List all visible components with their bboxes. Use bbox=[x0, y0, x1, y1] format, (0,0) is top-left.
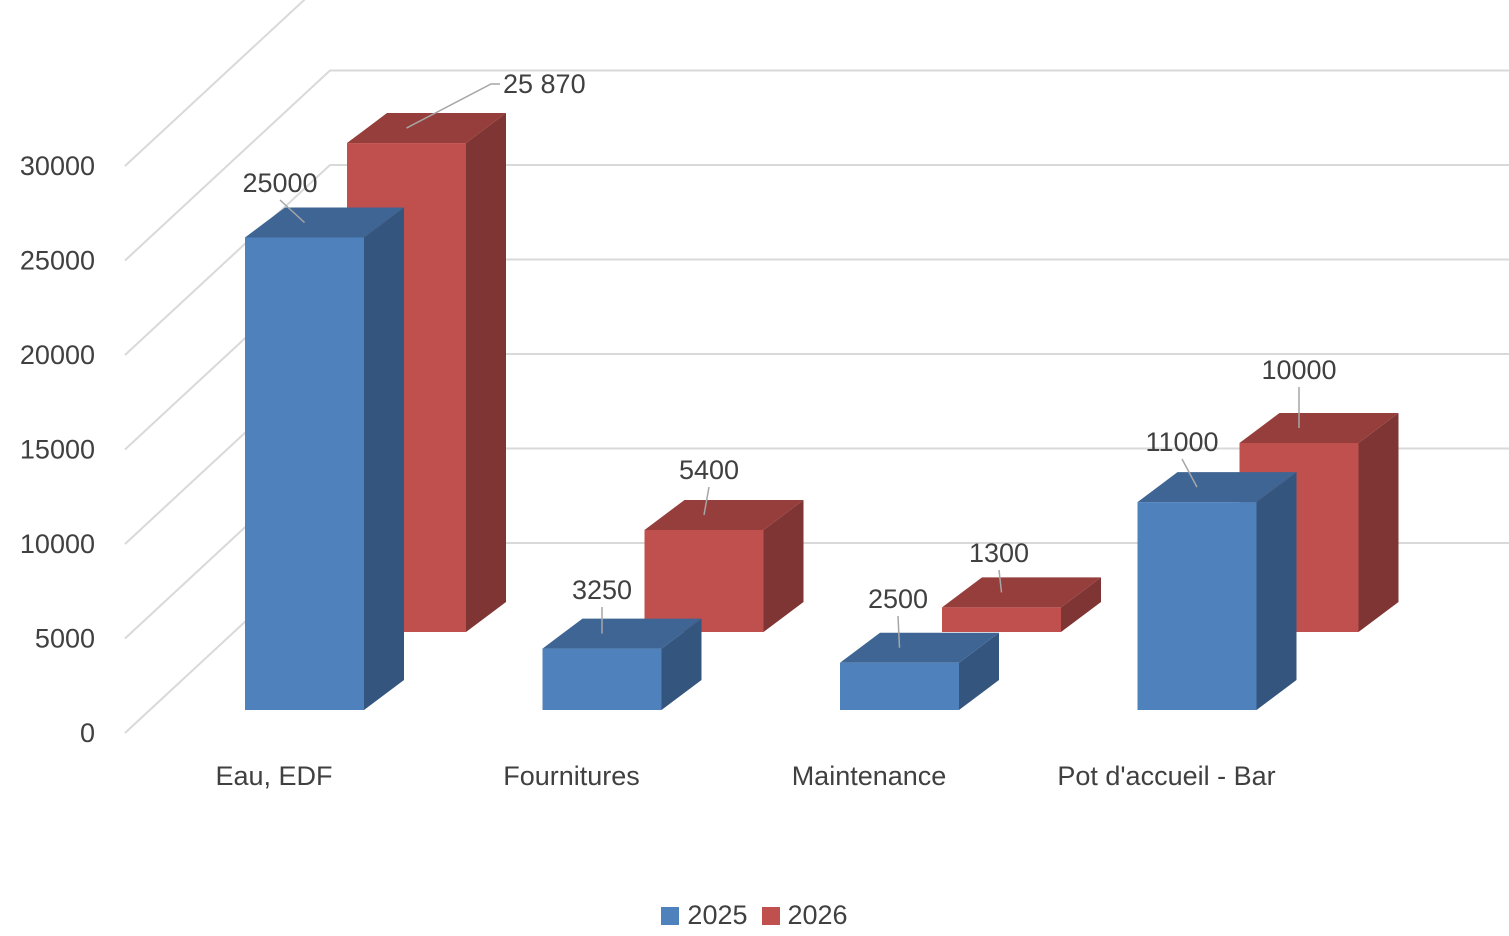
bar-2025-top bbox=[840, 632, 999, 663]
data-label-2026: 25 870 bbox=[503, 69, 586, 99]
y-tick-label: 20000 bbox=[20, 340, 95, 370]
bar-2025 bbox=[1137, 472, 1297, 710]
bar-2025 bbox=[840, 632, 999, 710]
gridline bbox=[124, 164, 1509, 356]
y-tick-label: 5000 bbox=[35, 624, 95, 654]
bar-2025-top bbox=[245, 207, 404, 238]
data-labels: 25000 25 870 3250 5400 2500 1300 11000 10000 bbox=[242, 69, 1337, 648]
bar-2025-front bbox=[840, 662, 959, 710]
y-tick-label: 30000 bbox=[20, 151, 95, 181]
bar-2025 bbox=[542, 618, 702, 710]
legend-item-2025: 2025 bbox=[661, 900, 748, 931]
leader-line-2026 bbox=[406, 83, 500, 129]
bar-2025 bbox=[245, 207, 404, 710]
bar-2026-side bbox=[1358, 413, 1399, 632]
y-tick-label: 0 bbox=[80, 718, 95, 748]
legend-swatch-2025 bbox=[661, 906, 680, 925]
legend: 2025 2026 bbox=[0, 900, 1509, 931]
bar-2025-front bbox=[245, 237, 364, 710]
bar-2026 bbox=[644, 499, 804, 632]
legend-swatch-2026 bbox=[761, 906, 780, 925]
bar-2025-top bbox=[542, 618, 702, 649]
data-label-2025: 11000 bbox=[1145, 427, 1218, 457]
data-label-2025: 25000 bbox=[242, 168, 317, 198]
bars bbox=[245, 113, 1399, 710]
bar-2026-side bbox=[763, 499, 804, 632]
data-label-2025: 2500 bbox=[868, 584, 928, 614]
bar-2026-side bbox=[1061, 577, 1101, 632]
bar-2026 bbox=[942, 577, 1101, 632]
bar-2026-side bbox=[466, 113, 506, 632]
x-axis-categories: Eau, EDF Fournitures Maintenance Pot d'accu… bbox=[215, 761, 1275, 791]
leader-line-2025 bbox=[279, 199, 306, 224]
bar-2025-top bbox=[1137, 472, 1297, 503]
data-label-2025: 3250 bbox=[572, 575, 632, 605]
category-label: Pot d'accueil - Bar bbox=[1057, 761, 1275, 791]
bar-2026-top bbox=[347, 113, 506, 144]
data-label-2026: 5400 bbox=[679, 455, 739, 485]
y-tick-label: 15000 bbox=[20, 435, 95, 465]
category-label: Fournitures bbox=[503, 761, 640, 791]
category-label: Eau, EDF bbox=[215, 761, 332, 791]
y-tick-label: 25000 bbox=[20, 246, 95, 276]
gridline bbox=[124, 0, 306, 167]
data-label-2026: 10000 bbox=[1261, 355, 1336, 385]
data-label-2026: 1300 bbox=[969, 538, 1029, 568]
bar-2025-front bbox=[1137, 502, 1257, 710]
category-label: Maintenance bbox=[792, 761, 947, 791]
bar-2025-front bbox=[542, 648, 662, 710]
leader-line-2026 bbox=[998, 569, 1003, 593]
legend-label-2025: 2025 bbox=[687, 900, 748, 930]
y-axis-ticks: 0 5000 10000 15000 20000 25000 30000 bbox=[20, 151, 95, 748]
bar-2026-top bbox=[644, 499, 804, 530]
bar-2025-side bbox=[661, 618, 702, 710]
leader-line-2025 bbox=[1181, 458, 1198, 488]
bar-2026-front bbox=[942, 607, 1061, 632]
y-tick-label: 10000 bbox=[20, 529, 95, 559]
legend-label-2026: 2026 bbox=[787, 900, 848, 930]
bar-2026-front bbox=[644, 529, 764, 632]
bar-2025-side bbox=[364, 207, 404, 710]
bar-2025-side bbox=[959, 632, 999, 710]
gridline bbox=[124, 69, 1509, 262]
bar-2026-top bbox=[942, 577, 1101, 608]
leader-line-2026 bbox=[703, 486, 710, 516]
bar-2026-top bbox=[1239, 413, 1399, 443]
leader-line-2025 bbox=[897, 615, 901, 648]
legend-item-2026: 2026 bbox=[761, 900, 848, 931]
bar-2025-side bbox=[1256, 472, 1297, 710]
